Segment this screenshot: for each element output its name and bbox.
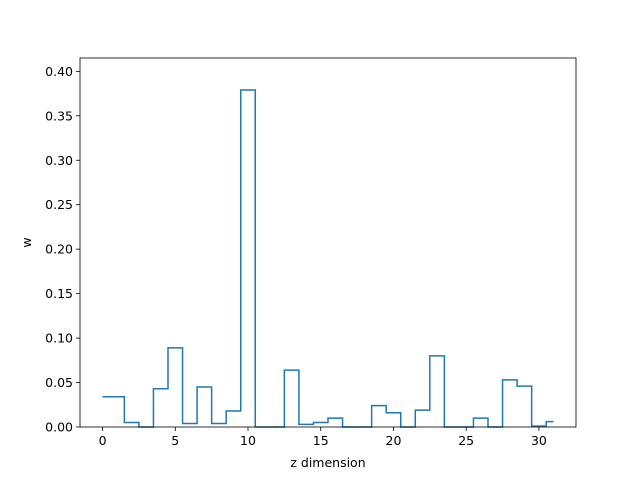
y-tick-label: 0.05 <box>45 375 73 390</box>
x-axis-label: z dimension <box>290 455 365 470</box>
x-tick-label: 25 <box>458 433 474 448</box>
y-tick-label: 0.00 <box>45 420 73 435</box>
y-axis-ticks: 0.00 0.05 0.10 0.15 0.20 0.25 0.30 0.35 0.40 <box>45 64 80 435</box>
y-tick-label: 0.15 <box>45 286 73 301</box>
y-tick-label: 0.25 <box>45 197 73 212</box>
x-tick-label: 10 <box>240 433 256 448</box>
x-axis-ticks: 0 5 10 15 20 25 30 <box>99 427 547 448</box>
y-tick-label: 0.10 <box>45 331 73 346</box>
y-axis-label: w <box>19 237 34 247</box>
y-tick-label: 0.40 <box>45 64 73 79</box>
x-tick-label: 0 <box>99 433 107 448</box>
x-tick-label: 15 <box>313 433 329 448</box>
x-tick-label: 20 <box>386 433 402 448</box>
y-tick-label: 0.30 <box>45 153 73 168</box>
y-tick-label: 0.20 <box>45 242 73 257</box>
x-tick-label: 30 <box>531 433 547 448</box>
series-step-line <box>102 89 554 428</box>
y-tick-label: 0.35 <box>45 108 73 123</box>
axes-frame <box>79 57 577 428</box>
x-tick-label: 5 <box>171 433 179 448</box>
